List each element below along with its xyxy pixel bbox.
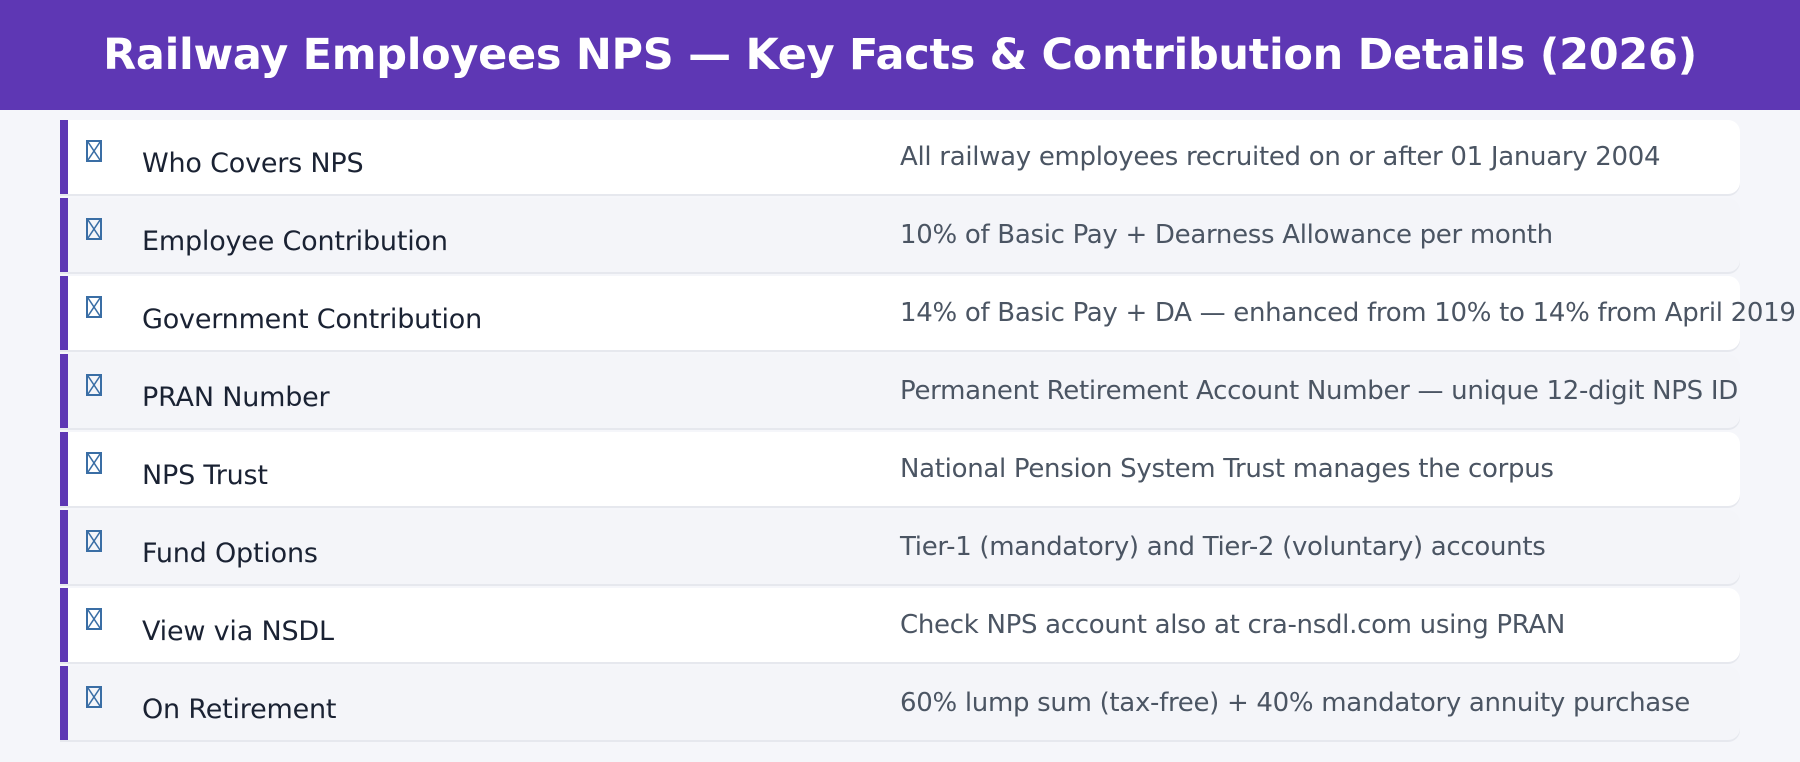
- missing-glyph-icon: [86, 296, 102, 318]
- missing-glyph-icon: [86, 530, 102, 552]
- missing-glyph-icon: [86, 452, 102, 474]
- missing-glyph-icon: [86, 140, 102, 162]
- page-header: Railway Employees NPS — Key Facts & Cont…: [0, 0, 1800, 110]
- missing-glyph-icon: [86, 374, 102, 396]
- missing-glyph-icon: [86, 608, 102, 630]
- fact-row-on-retirement: On Retirement 60% lump sum (tax-free) + …: [60, 666, 1740, 740]
- fact-row-nps-trust: NPS Trust National Pension System Trust …: [60, 432, 1740, 506]
- fact-description: All railway employees recruited on or af…: [900, 142, 1661, 172]
- fact-description: 60% lump sum (tax-free) + 40% mandatory …: [900, 688, 1690, 718]
- fact-label: View via NSDL: [142, 616, 334, 647]
- fact-label: NPS Trust: [142, 460, 268, 491]
- fact-description: National Pension System Trust manages th…: [900, 454, 1554, 484]
- facts-list: Who Covers NPS All railway employees rec…: [60, 120, 1796, 744]
- fact-label: Who Covers NPS: [142, 148, 364, 179]
- missing-glyph-icon: [86, 218, 102, 240]
- fact-row-fund-options: Fund Options Tier-1 (mandatory) and Tier…: [60, 510, 1740, 584]
- fact-label: Employee Contribution: [142, 226, 448, 257]
- fact-row-employee-contribution: Employee Contribution 10% of Basic Pay +…: [60, 198, 1740, 272]
- fact-description: 10% of Basic Pay + Dearness Allowance pe…: [900, 220, 1553, 250]
- fact-description: Tier-1 (mandatory) and Tier-2 (voluntary…: [900, 532, 1546, 562]
- fact-row-who-covers: Who Covers NPS All railway employees rec…: [60, 120, 1740, 194]
- fact-description: 14% of Basic Pay + DA — enhanced from 10…: [900, 298, 1796, 328]
- fact-description: Check NPS account also at cra-nsdl.com u…: [900, 610, 1566, 640]
- fact-label: PRAN Number: [142, 382, 330, 413]
- fact-label: On Retirement: [142, 694, 337, 725]
- missing-glyph-icon: [86, 686, 102, 708]
- page-title: Railway Employees NPS — Key Facts & Cont…: [103, 30, 1697, 80]
- fact-description: Permanent Retirement Account Number — un…: [900, 376, 1738, 406]
- fact-label: Government Contribution: [142, 304, 483, 335]
- fact-row-pran-number: PRAN Number Permanent Retirement Account…: [60, 354, 1740, 428]
- fact-row-government-contribution: Government Contribution 14% of Basic Pay…: [60, 276, 1796, 350]
- fact-row-view-via-nsdl: View via NSDL Check NPS account also at …: [60, 588, 1740, 662]
- fact-label: Fund Options: [142, 538, 318, 569]
